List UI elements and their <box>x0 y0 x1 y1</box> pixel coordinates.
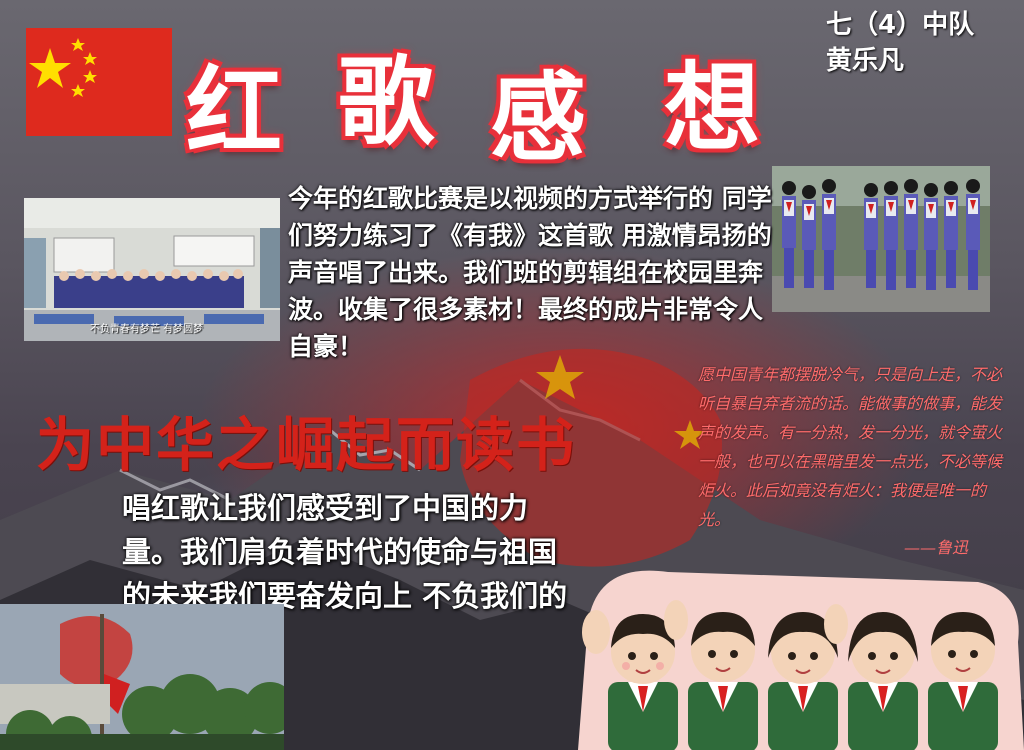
lu-xun-quote: 愿中国青年都摆脱冷气，只是向上走，不必听自暴自弃者流的话。能做事的做事，能发声的… <box>698 365 1003 529</box>
paragraph-1: 今年的红歌比赛是以视频的方式举行的 同学们努力练习了《有我》这首歌 用激情昂扬的… <box>288 184 772 361</box>
kids-icon <box>578 570 1024 750</box>
student-name: 黄乐凡 <box>826 46 905 76</box>
students-photo <box>772 166 990 312</box>
paragraph-2: 唱红歌让我们感受到了中国的力量。我们肩负着时代的使命与祖国的未来我们要奋发向上 … <box>122 491 568 657</box>
flag-trees-photo <box>0 604 284 750</box>
flag-stars-icon <box>29 38 97 97</box>
students-photo-image <box>772 166 990 312</box>
chinese-flag <box>26 28 172 136</box>
title-char-2: 歌 <box>338 46 434 158</box>
title-char-3: 感 <box>490 62 586 174</box>
flag-trees-image <box>0 604 284 750</box>
classroom-photo-image <box>24 198 280 341</box>
title-char-4: 想 <box>664 52 760 164</box>
classroom-photo: 不负青春有梦芒 有梦圆梦 <box>24 198 280 341</box>
class-name: 七（4）中队 <box>826 10 975 40</box>
slogan: 为中华之崛起而读书 <box>36 411 577 479</box>
classroom-photo-caption: 不负青春有梦芒 有梦圆梦 <box>90 324 204 335</box>
saluting-kids-illustration <box>578 562 1024 750</box>
title-char-1: 红 <box>186 56 282 168</box>
quote-author: ——鲁迅 <box>904 538 969 557</box>
